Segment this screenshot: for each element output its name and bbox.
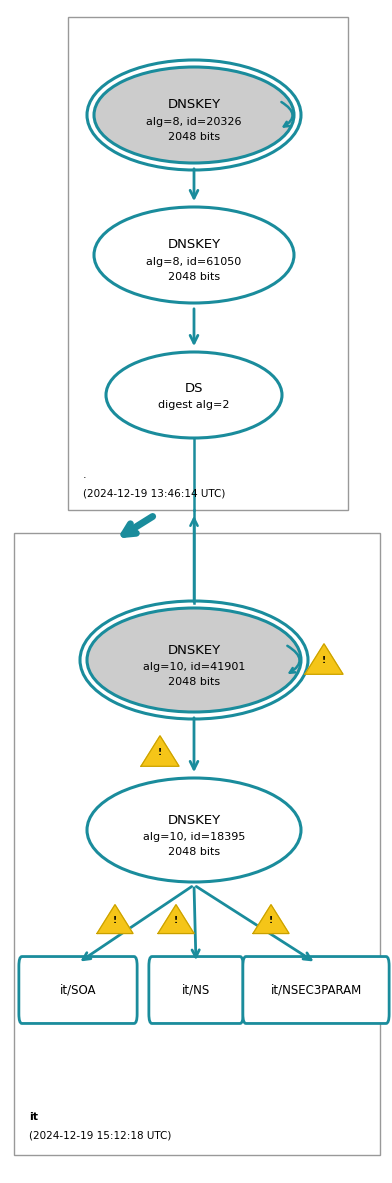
- Text: it/SOA: it/SOA: [60, 983, 96, 996]
- Text: DS: DS: [185, 381, 203, 394]
- Text: !: !: [322, 657, 326, 666]
- Text: DNSKEY: DNSKEY: [167, 98, 221, 111]
- Text: 2048 bits: 2048 bits: [168, 677, 220, 687]
- Ellipse shape: [94, 207, 294, 303]
- Text: alg=8, id=20326: alg=8, id=20326: [146, 117, 242, 127]
- Text: 2048 bits: 2048 bits: [168, 132, 220, 142]
- Text: it/NS: it/NS: [182, 983, 210, 996]
- Ellipse shape: [106, 353, 282, 438]
- FancyBboxPatch shape: [149, 957, 243, 1023]
- Text: !: !: [174, 917, 178, 925]
- Text: 2048 bits: 2048 bits: [168, 847, 220, 856]
- Text: digest alg=2: digest alg=2: [158, 400, 230, 411]
- Text: DNSKEY: DNSKEY: [167, 644, 221, 657]
- Polygon shape: [97, 905, 133, 933]
- Bar: [68, 17, 348, 510]
- FancyBboxPatch shape: [19, 957, 137, 1023]
- Text: DNSKEY: DNSKEY: [167, 239, 221, 252]
- Polygon shape: [158, 905, 194, 933]
- Text: it/NSEC3PARAM: it/NSEC3PARAM: [270, 983, 362, 996]
- Text: alg=10, id=41901: alg=10, id=41901: [143, 662, 245, 672]
- Bar: [14, 534, 380, 1155]
- Text: !: !: [158, 749, 162, 757]
- Text: !: !: [269, 917, 273, 925]
- Ellipse shape: [87, 778, 301, 883]
- Ellipse shape: [87, 608, 301, 712]
- Polygon shape: [305, 644, 343, 674]
- Text: DNSKEY: DNSKEY: [167, 814, 221, 827]
- Text: (2024-12-19 13:46:14 UTC): (2024-12-19 13:46:14 UTC): [83, 489, 225, 498]
- Text: !: !: [113, 917, 117, 925]
- Text: 2048 bits: 2048 bits: [168, 272, 220, 282]
- Text: alg=10, id=18395: alg=10, id=18395: [143, 832, 245, 842]
- Text: alg=8, id=61050: alg=8, id=61050: [146, 257, 241, 267]
- Text: (2024-12-19 15:12:18 UTC): (2024-12-19 15:12:18 UTC): [29, 1130, 171, 1140]
- FancyBboxPatch shape: [243, 957, 389, 1023]
- Polygon shape: [253, 905, 289, 933]
- Polygon shape: [141, 736, 179, 767]
- Ellipse shape: [94, 67, 294, 163]
- Text: .: .: [83, 470, 87, 480]
- Text: it: it: [29, 1112, 38, 1121]
